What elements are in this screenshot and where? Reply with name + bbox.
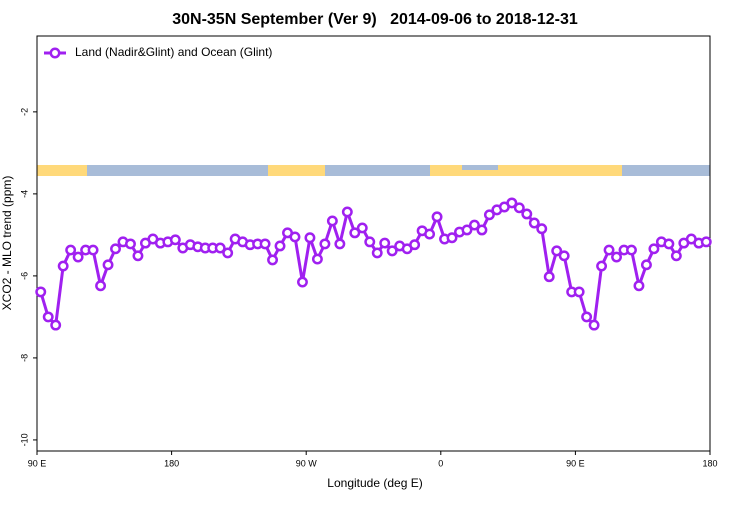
point <box>304 232 316 244</box>
point <box>319 238 331 250</box>
point <box>409 239 421 251</box>
point <box>132 250 144 262</box>
point <box>274 240 286 252</box>
legend-label: Land (Nadir&Glint) and Ocean (Glint) <box>75 45 272 59</box>
y-axis-label: XCO2 - MLO trend (ppm) <box>0 176 14 311</box>
point <box>424 228 436 240</box>
chart-title: 30N-35N September (Ver 9) 2014-09-06 to … <box>172 11 578 28</box>
ocean-band <box>37 165 710 176</box>
point <box>35 286 47 298</box>
point <box>469 219 480 231</box>
point <box>558 250 570 262</box>
point <box>588 319 600 331</box>
point <box>334 238 346 250</box>
point <box>50 319 62 331</box>
point <box>110 243 121 255</box>
x-tick-label: 180 <box>164 458 179 468</box>
land-band <box>498 165 622 176</box>
point <box>289 231 301 243</box>
point <box>461 224 473 236</box>
point <box>102 259 114 271</box>
point <box>311 253 323 265</box>
point <box>536 223 548 235</box>
point <box>670 250 682 262</box>
legend-marker <box>49 47 61 59</box>
point <box>214 242 226 254</box>
point <box>506 197 518 209</box>
point <box>341 206 353 218</box>
point <box>222 247 234 259</box>
land-ocean-strip <box>37 165 710 176</box>
point <box>700 236 712 248</box>
point <box>356 222 368 234</box>
point <box>57 260 69 272</box>
land-band <box>430 165 462 176</box>
point <box>364 236 376 248</box>
point <box>581 311 593 323</box>
point <box>573 286 585 298</box>
y-tick-label: -4 <box>19 190 29 198</box>
point <box>551 245 563 257</box>
point <box>95 280 107 292</box>
x-tick-label: 90 E <box>566 458 585 468</box>
point <box>446 232 458 244</box>
point <box>596 260 608 272</box>
land-band <box>37 165 87 176</box>
y-tick-label: -2 <box>19 108 29 116</box>
point <box>528 217 540 229</box>
point <box>543 271 555 283</box>
point <box>663 238 675 250</box>
y-tick-label: -6 <box>19 272 29 280</box>
point <box>72 251 84 263</box>
x-axis-label: Longitude (deg E) <box>327 476 422 490</box>
point <box>626 244 637 256</box>
point <box>611 251 622 263</box>
y-tick-label: -10 <box>19 433 29 446</box>
point <box>648 243 660 255</box>
point <box>371 247 383 259</box>
x-tick-label: 90 E <box>28 458 47 468</box>
x-tick-label: 180 <box>702 458 717 468</box>
point <box>521 208 533 220</box>
point <box>386 245 398 257</box>
point <box>169 234 181 246</box>
land-band <box>268 165 325 176</box>
point <box>640 259 652 271</box>
point <box>431 211 443 223</box>
point <box>633 280 645 292</box>
point <box>326 215 338 227</box>
point <box>476 224 488 236</box>
x-tick-label: 0 <box>438 458 443 468</box>
point <box>65 244 77 256</box>
point <box>125 238 136 250</box>
y-tick-label: -8 <box>19 354 29 362</box>
x-tick-label: 90 W <box>296 458 318 468</box>
point <box>603 244 615 256</box>
point <box>483 209 495 221</box>
point <box>379 237 391 249</box>
point <box>267 254 278 266</box>
land-band <box>462 170 498 176</box>
point <box>42 311 54 323</box>
point <box>297 276 308 288</box>
point <box>259 238 271 250</box>
point <box>513 202 525 214</box>
point <box>349 227 361 239</box>
point <box>87 244 99 256</box>
